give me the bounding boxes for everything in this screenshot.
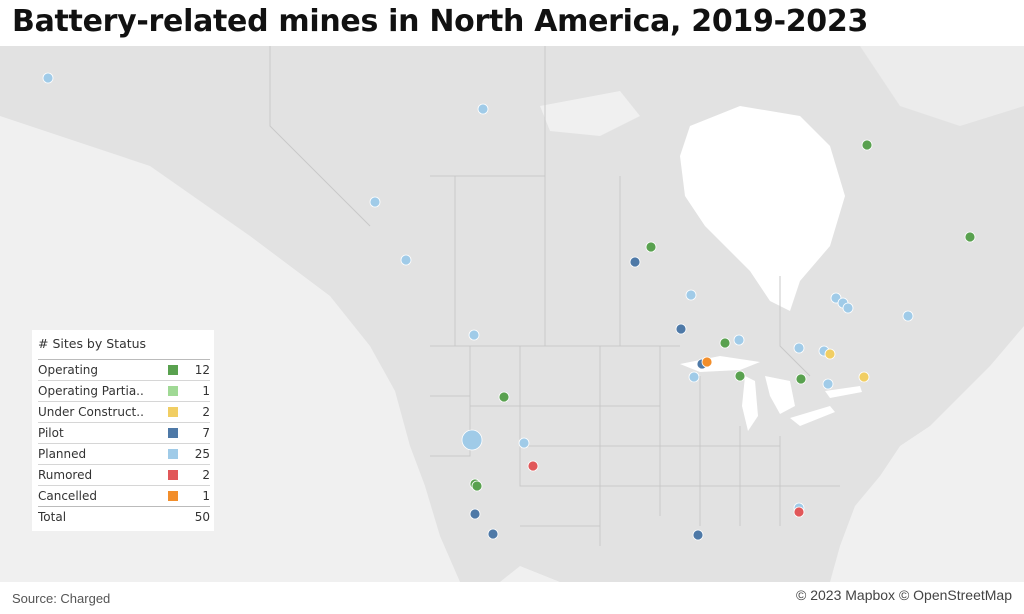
site-marker[interactable] bbox=[824, 348, 836, 360]
legend-swatch bbox=[168, 449, 178, 459]
site-marker[interactable] bbox=[688, 371, 700, 383]
legend-item-label: Pilot bbox=[38, 426, 64, 440]
hudson-bay bbox=[680, 106, 845, 311]
legend-total-count: 50 bbox=[194, 510, 210, 524]
lake-ontario bbox=[825, 386, 862, 398]
legend-item[interactable]: Cancelled 1 bbox=[38, 485, 210, 506]
legend-item-label: Operating bbox=[38, 363, 98, 377]
legend-item[interactable]: Planned 25 bbox=[38, 443, 210, 464]
basemap bbox=[0, 46, 1024, 582]
legend-item-label: Cancelled bbox=[38, 489, 97, 503]
site-marker[interactable] bbox=[719, 337, 731, 349]
site-marker[interactable] bbox=[793, 342, 805, 354]
site-markers[interactable] bbox=[0, 46, 1024, 582]
arctic-water-2 bbox=[860, 46, 1024, 126]
legend-item-label: Rumored bbox=[38, 468, 93, 482]
legend-swatch bbox=[168, 491, 178, 501]
legend-swatch bbox=[168, 470, 178, 480]
site-marker[interactable] bbox=[733, 334, 745, 346]
site-marker[interactable] bbox=[858, 371, 870, 383]
site-marker[interactable] bbox=[861, 139, 873, 151]
legend-swatch bbox=[168, 365, 178, 375]
status-legend: # Sites by Status Operating 12 Operating P… bbox=[32, 330, 214, 531]
legend-item-count: 2 bbox=[202, 468, 210, 482]
site-marker[interactable] bbox=[701, 356, 713, 368]
legend-item-label: Under Construct.. bbox=[38, 405, 144, 419]
arctic-water bbox=[540, 91, 640, 136]
site-marker[interactable] bbox=[461, 429, 483, 451]
legend-item-count: 1 bbox=[202, 384, 210, 398]
legend-title: # Sites by Status bbox=[38, 336, 147, 351]
legend-item[interactable]: Pilot 7 bbox=[38, 422, 210, 443]
source-note: Source: Charged bbox=[12, 591, 111, 606]
site-marker[interactable] bbox=[793, 506, 805, 518]
legend-item-count: 25 bbox=[194, 447, 210, 461]
legend-item-count: 2 bbox=[202, 405, 210, 419]
site-marker[interactable] bbox=[498, 391, 510, 403]
site-marker[interactable] bbox=[842, 302, 854, 314]
site-marker[interactable] bbox=[518, 437, 530, 449]
site-marker[interactable] bbox=[685, 289, 697, 301]
site-marker[interactable] bbox=[477, 103, 489, 115]
site-marker[interactable] bbox=[42, 72, 54, 84]
site-marker[interactable] bbox=[469, 508, 481, 520]
site-marker[interactable] bbox=[795, 373, 807, 385]
lake-erie bbox=[790, 406, 835, 426]
site-marker[interactable] bbox=[675, 323, 687, 335]
site-marker[interactable] bbox=[629, 256, 641, 268]
legend-item-count: 7 bbox=[202, 426, 210, 440]
legend-item[interactable]: Rumored 2 bbox=[38, 464, 210, 485]
legend-item-count: 12 bbox=[194, 363, 210, 377]
legend-swatch bbox=[168, 428, 178, 438]
borders bbox=[269, 46, 840, 546]
legend-item[interactable]: Under Construct.. 2 bbox=[38, 401, 210, 422]
site-marker[interactable] bbox=[822, 378, 834, 390]
legend-item-label: Planned bbox=[38, 447, 87, 461]
site-marker[interactable] bbox=[471, 480, 483, 492]
legend-total-label: Total bbox=[38, 510, 67, 524]
site-marker[interactable] bbox=[487, 528, 499, 540]
legend-item[interactable]: Operating Partia.. 1 bbox=[38, 380, 210, 401]
map-attribution[interactable]: © 2023 Mapbox © OpenStreetMap bbox=[796, 587, 1012, 603]
site-marker[interactable] bbox=[645, 241, 657, 253]
site-marker[interactable] bbox=[964, 231, 976, 243]
map-title: Battery-related mines in North America, … bbox=[12, 4, 869, 39]
legend-rows: Operating 12 Operating Partia.. 1 Under Cons… bbox=[38, 359, 210, 506]
legend-swatch bbox=[168, 386, 178, 396]
site-marker[interactable] bbox=[400, 254, 412, 266]
site-marker[interactable] bbox=[902, 310, 914, 322]
site-marker[interactable] bbox=[692, 529, 704, 541]
site-marker[interactable] bbox=[527, 460, 539, 472]
site-marker[interactable] bbox=[369, 196, 381, 208]
site-marker[interactable] bbox=[468, 329, 480, 341]
legend-item-label: Operating Partia.. bbox=[38, 384, 144, 398]
lake-michigan bbox=[742, 376, 758, 431]
lake-huron bbox=[765, 376, 795, 414]
site-marker[interactable] bbox=[734, 370, 746, 382]
legend-total-row: Total 50 bbox=[38, 506, 210, 527]
legend-item[interactable]: Operating 12 bbox=[38, 359, 210, 380]
legend-item-count: 1 bbox=[202, 489, 210, 503]
legend-swatch bbox=[168, 407, 178, 417]
